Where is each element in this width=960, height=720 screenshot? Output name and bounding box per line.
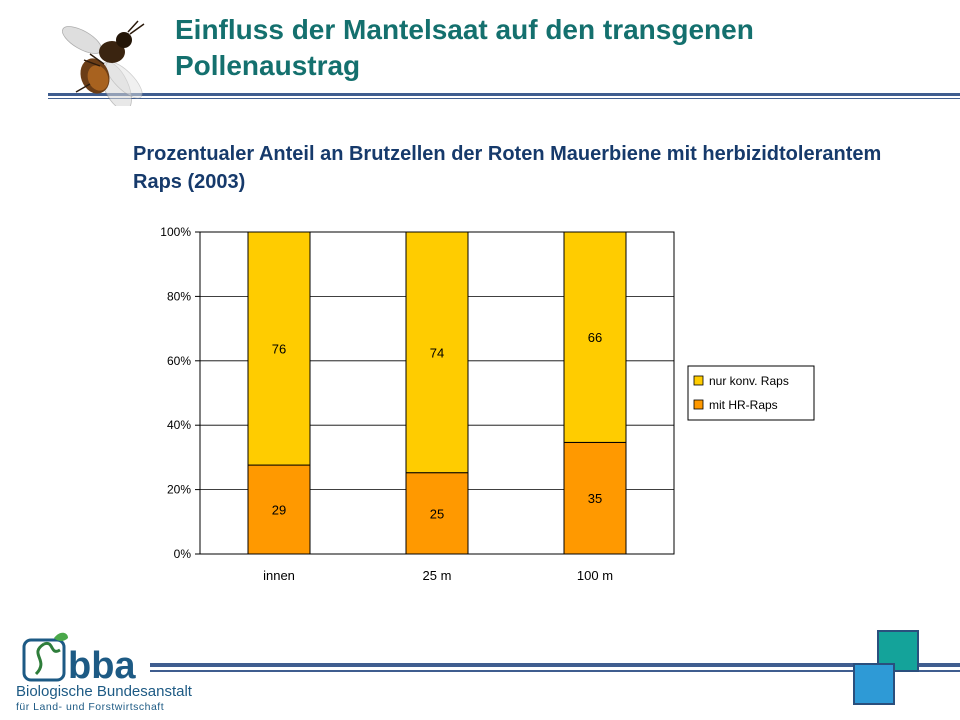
stacked-bar-chart: 29 76 25 74 35 66 0% 20% 40% 60% 80% 100% innen 25 m… — [160, 225, 815, 583]
logo-caption: Biologische Bundesanstalt für Land- und … — [16, 683, 276, 714]
legend-swatch — [693, 399, 704, 410]
data-label-hr: 35 — [588, 491, 602, 506]
y-tick-label: 0% — [174, 547, 192, 561]
data-label-konv: 74 — [430, 345, 444, 360]
y-tick-label: 40% — [167, 418, 191, 432]
footer-rule — [150, 663, 960, 672]
y-tick-label: 60% — [167, 354, 191, 368]
legend: nur konv. Raps mit HR-Raps — [687, 365, 815, 421]
logo-line-2: für Land- und Forstwirtschaft — [16, 701, 165, 713]
logo-wordmark: bba — [68, 645, 136, 684]
y-tick-label: 20% — [167, 483, 191, 497]
bar-segment-konv — [405, 231, 469, 474]
logo-line-1: Biologische Bundesanstalt — [16, 683, 192, 700]
bar-segment-hr — [563, 441, 627, 555]
bar-segment-konv — [563, 231, 627, 443]
decorative-squares — [853, 630, 919, 705]
bar-segment-hr — [405, 472, 469, 555]
legend-label: nur konv. Raps — [709, 374, 789, 388]
data-label-konv: 66 — [588, 330, 602, 345]
bar-segment-hr — [247, 464, 311, 555]
data-label-konv: 76 — [272, 342, 286, 357]
legend-label: mit HR-Raps — [709, 398, 778, 412]
x-tick-label: 100 m — [577, 568, 613, 583]
data-label-hr: 25 — [430, 506, 444, 521]
bar-segment-konv — [247, 231, 311, 466]
bars: 29 76 25 74 35 66 — [247, 231, 627, 555]
axes: 0% 20% 40% 60% 80% 100% innen 25 m 100 m — [160, 225, 613, 583]
data-label-hr: 29 — [272, 503, 286, 518]
leaf-icon — [34, 641, 61, 676]
bee-illustration — [62, 20, 145, 106]
y-tick-label: 80% — [167, 289, 191, 303]
logo-frame-icon — [22, 638, 66, 682]
legend-swatch — [693, 375, 704, 386]
x-tick-label: innen — [263, 568, 295, 583]
chart-heading: Prozentualer Anteil an Brutzellen der Ro… — [133, 143, 882, 193]
legend-box — [687, 365, 815, 421]
header-rule — [48, 93, 960, 99]
y-tick-label: 100% — [160, 225, 191, 239]
bba-logo: bba — [22, 632, 136, 684]
x-tick-label: 25 m — [423, 568, 452, 583]
slide-title: Einfluss der Mantelsaat auf den transgen… — [175, 14, 754, 81]
